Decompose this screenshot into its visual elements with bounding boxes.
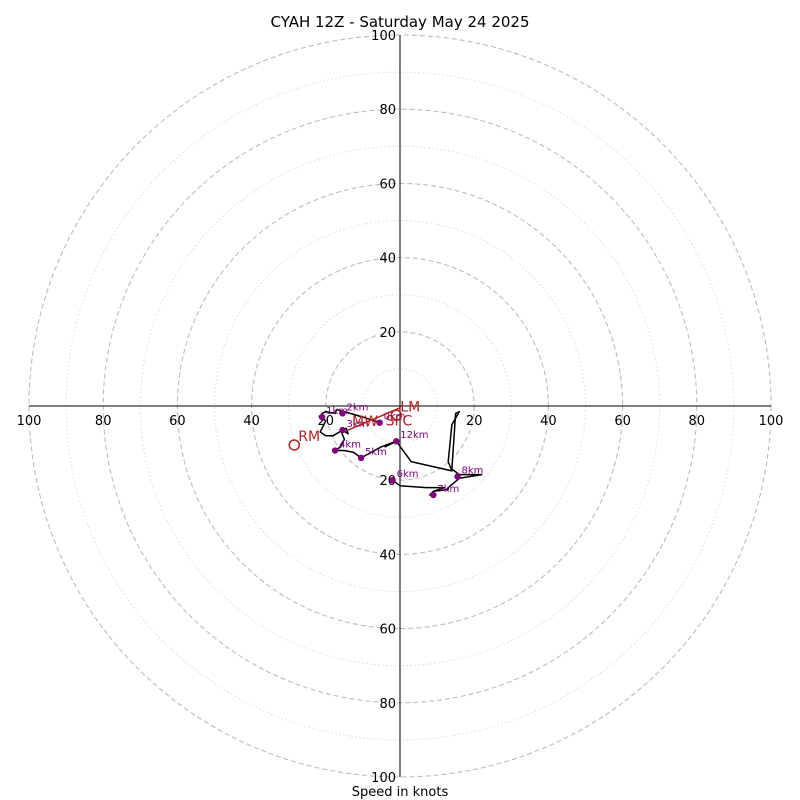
tick-labels: 100 80 60 40 20 20 40 60 80 100204060801002040608… xyxy=(17,29,784,786)
height-label-0km: 0km xyxy=(384,412,406,423)
height-label-5km: 5km xyxy=(365,447,387,458)
height-point-4km xyxy=(331,447,339,454)
height-point-6km xyxy=(389,477,396,484)
y-tick-label-bottom: 60 xyxy=(379,623,396,638)
x-tick-label: 80 xyxy=(689,414,706,429)
height-point-2km xyxy=(339,410,346,417)
y-tick-label-top: 40 xyxy=(379,252,396,267)
x-tick-label: 60 xyxy=(169,414,186,429)
x-tick-label: 80 xyxy=(95,414,112,429)
height-label-4km: 4km xyxy=(339,440,361,451)
storm-motions: RM LM MW SFC xyxy=(288,399,420,451)
height-point-12km xyxy=(393,438,400,445)
motion-label-LM: LM xyxy=(400,399,420,415)
height-label-7km: 7km xyxy=(437,484,459,495)
x-axis-label: Speed in knots xyxy=(352,785,449,800)
y-tick-label-top: 100 xyxy=(371,29,396,44)
y-tick-label-bottom: 40 xyxy=(379,548,396,563)
shear-vector-line xyxy=(347,407,401,431)
height-point-3km xyxy=(339,426,346,434)
height-label-6km: 6km xyxy=(397,469,419,480)
motion-label-MW: MW xyxy=(352,414,378,430)
height-label-3km: 3km xyxy=(346,419,368,430)
x-tick-label: 20 xyxy=(466,414,483,429)
motion-point-RM xyxy=(288,439,301,451)
axes xyxy=(29,35,771,777)
height-point-0km xyxy=(376,419,383,426)
height-label-12km: 12km xyxy=(400,430,428,441)
height-point-5km xyxy=(357,454,365,462)
height-point-1km xyxy=(318,413,326,421)
y-tick-label-top: 60 xyxy=(379,177,396,192)
x-tick-label: 100 xyxy=(759,414,784,429)
height-point-8km xyxy=(454,473,461,480)
height-label-8km: 8km xyxy=(462,465,484,476)
motion-label-RM: RM xyxy=(298,429,320,445)
height-label-2km: 2km xyxy=(346,402,368,413)
motion-label-SFC: SFC xyxy=(386,414,413,430)
y-tick-label-top: 20 xyxy=(379,326,396,341)
x-tick-label: 40 xyxy=(540,414,557,429)
motion-point-LM xyxy=(390,409,403,422)
x-tick-label: 100 xyxy=(17,414,42,429)
y-tick-label-top: 80 xyxy=(379,103,396,118)
y-tick-label-bottom: 80 xyxy=(379,697,396,712)
x-tick-label: 60 xyxy=(614,414,631,429)
height-point-7km xyxy=(430,491,437,499)
chart-title: CYAH 12Z - Saturday May 24 2025 xyxy=(271,13,530,31)
x-tick-label: 40 xyxy=(243,414,260,429)
y-tick-label-bottom: 100 xyxy=(371,771,396,786)
height-label-1km: 1km xyxy=(326,406,348,417)
